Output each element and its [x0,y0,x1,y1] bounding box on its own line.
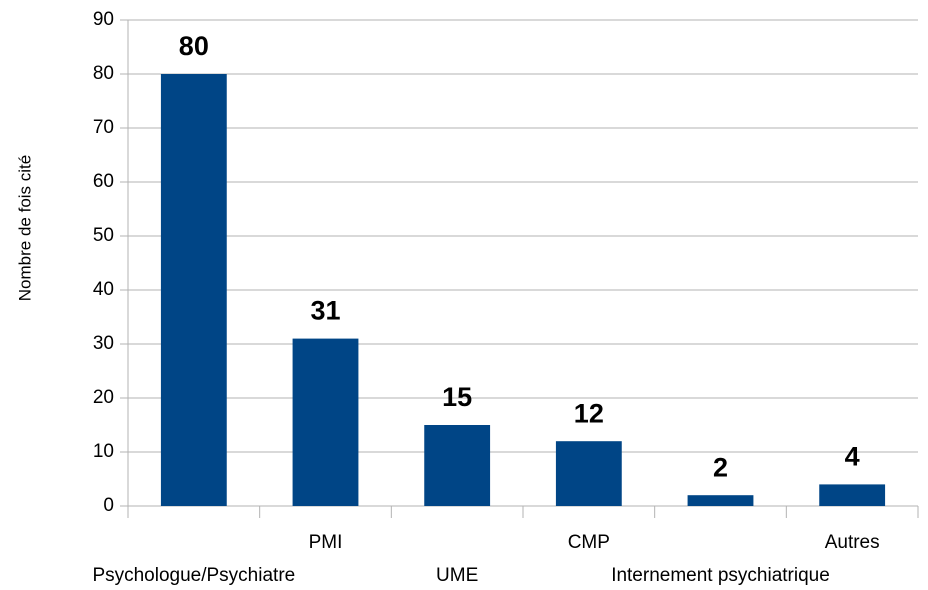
x-tick-label: Psychologue/Psychiatre [92,565,295,586]
y-axis-label: Nombre de fois cité [15,155,34,301]
y-tick-label: 70 [93,117,114,138]
bar [292,338,359,506]
x-tick-label: CMP [568,532,610,553]
y-tick-label: 20 [93,387,114,408]
bar [160,74,227,506]
y-tick-label: 30 [93,333,114,354]
y-tick-label: 90 [93,9,114,30]
value-label: 31 [310,296,340,326]
bar [555,441,622,506]
value-label: 2 [713,452,728,482]
y-tick-label: 0 [103,495,114,516]
x-tick-label: UME [436,565,478,586]
bar [687,495,754,506]
y-tick-label: 40 [93,279,114,300]
value-label: 15 [442,382,472,412]
y-tick-label: 10 [93,441,114,462]
value-label: 80 [179,31,209,61]
bar [424,425,491,506]
y-tick-label: 60 [93,171,114,192]
bar [819,484,886,506]
value-label: 12 [574,398,604,428]
x-tick-label: Autres [825,532,880,553]
y-tick-label: 80 [93,63,114,84]
value-label: 4 [845,442,860,472]
x-tick-label: Internement psychiatrique [611,565,830,586]
x-tick-label: PMI [309,532,343,553]
y-tick-label: 50 [93,225,114,246]
